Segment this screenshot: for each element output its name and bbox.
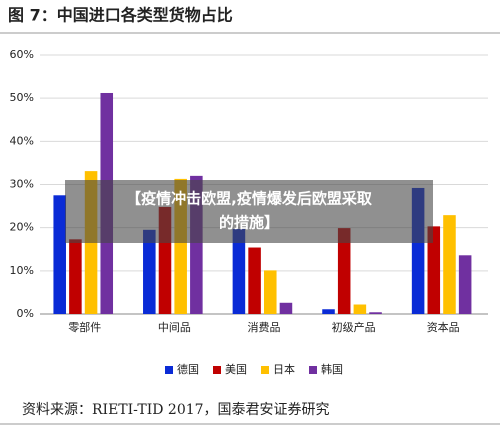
legend-label: 韩国 bbox=[321, 362, 343, 376]
legend-label: 德国 bbox=[177, 362, 199, 376]
bar bbox=[353, 304, 367, 314]
bar bbox=[69, 239, 82, 314]
overlay-banner bbox=[65, 180, 433, 243]
overlay-text: 的措施】 bbox=[219, 214, 279, 232]
legend-label: 美国 bbox=[225, 363, 247, 376]
bar bbox=[427, 226, 441, 314]
bar bbox=[232, 228, 246, 314]
x-tick-label: 初级产品 bbox=[332, 320, 376, 334]
bar bbox=[337, 228, 351, 314]
overlay-text: 【疫情冲击欧盟,疫情爆发后欧盟采取 bbox=[126, 190, 373, 208]
x-tick-label: 消费品 bbox=[248, 320, 281, 334]
bar bbox=[458, 255, 472, 314]
source: 资料来源：RIETI-TID 2017，国泰君安证券研究 bbox=[22, 402, 330, 418]
chart-title: 图 7：中国进口各类型货物占比 bbox=[8, 6, 233, 25]
y-tick-label: 0% bbox=[17, 307, 34, 320]
bar bbox=[53, 195, 66, 314]
bar bbox=[143, 229, 156, 314]
y-tick-label: 20% bbox=[10, 221, 34, 234]
bar bbox=[264, 270, 277, 314]
bar bbox=[369, 312, 382, 314]
y-tick-label: 10% bbox=[10, 264, 34, 277]
x-tick-label: 资本品 bbox=[427, 320, 460, 334]
bar bbox=[248, 247, 261, 314]
y-tick-label: 30% bbox=[10, 178, 34, 191]
legend-swatch bbox=[309, 366, 317, 374]
legend-swatch bbox=[165, 366, 173, 374]
bar bbox=[443, 215, 456, 314]
legend-swatch bbox=[213, 366, 221, 374]
x-tick-label: 零部件 bbox=[68, 320, 101, 334]
y-tick-label: 60% bbox=[10, 48, 34, 61]
x-tick-label: 中间品 bbox=[158, 321, 191, 334]
bar bbox=[279, 302, 293, 314]
legend-label: 日本 bbox=[273, 362, 295, 376]
bar bbox=[322, 309, 335, 314]
legend-swatch bbox=[261, 366, 269, 374]
y-tick-label: 50% bbox=[10, 91, 34, 104]
y-tick-label: 40% bbox=[10, 134, 34, 147]
